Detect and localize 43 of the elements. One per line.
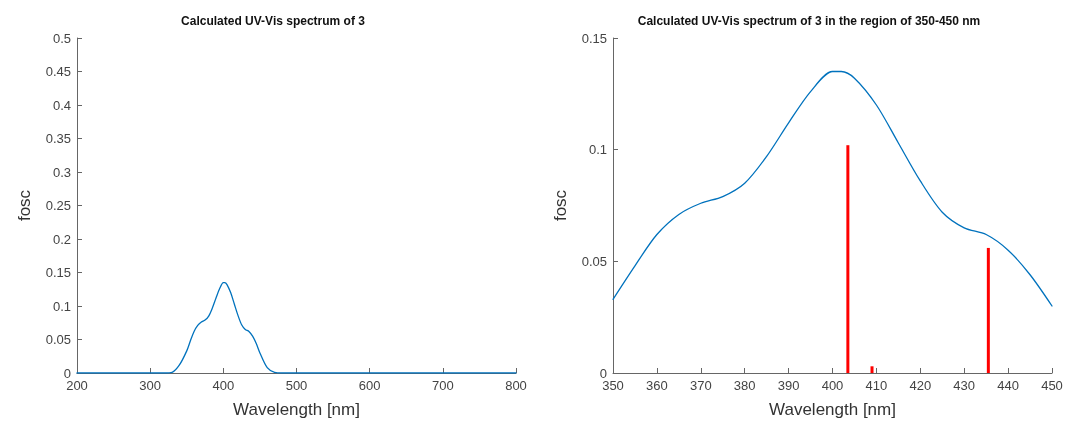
y-tick-label: 0.3 [52,164,71,180]
chart-title: Calculated UV-Vis spectrum of 3 in the region of 350-450 nm [637,14,981,28]
x-axis-title: Wavelength [nm] [769,400,896,419]
x-axis-title: Wavelength [nm] [233,400,360,419]
x-tick-label: 200 [66,378,88,393]
y-tick-label: 0.05 [45,332,71,347]
x-tick-label: 370 [689,378,712,393]
x-tick-label: 360 [646,378,668,393]
y-tick-label: 0.15 [581,30,607,46]
y-tick-label: 0.15 [45,265,71,280]
y-tick-label: 0.25 [45,198,71,213]
x-tick-label: 350 [602,378,624,393]
x-tick-label: 300 [139,378,162,393]
bar [846,145,850,373]
y-tick-label: 0 [63,365,71,381]
y-tick-label: 0.45 [45,64,71,79]
x-tick-label: 410 [865,378,888,393]
x-tick-label: 450 [1041,378,1063,393]
y-tick-label: 0.1 [52,298,71,314]
bar [870,366,874,373]
x-tick-label: 380 [733,378,756,393]
x-tick-label: 600 [358,378,381,393]
bar [986,247,990,373]
x-tick-label: 700 [431,378,454,393]
x-tick-label: 400 [212,378,235,393]
y-tick-label: 0.35 [45,131,71,146]
x-tick-label: 420 [909,378,932,393]
line-series [612,70,1053,307]
y-tick-label: 0.05 [581,253,607,269]
y-tick-label: 0 [599,365,607,381]
y-tick-label: 0.2 [52,231,71,247]
y-tick-label: 0.4 [52,97,71,113]
x-tick-label: 390 [777,378,800,393]
x-tick-label: 800 [505,378,527,393]
x-tick-label: 400 [821,378,844,393]
y-axis-title: fosc [15,189,34,222]
y-tick-label: 0.1 [588,142,607,158]
chart-title: Calculated UV-Vis spectrum of 3 [181,14,366,28]
y-axis-title: fosc [551,189,570,222]
x-tick-label: 430 [953,378,976,393]
x-tick-label: 440 [997,378,1019,393]
y-tick-label: 0.5 [52,30,71,46]
x-tick-label: 500 [285,378,308,393]
